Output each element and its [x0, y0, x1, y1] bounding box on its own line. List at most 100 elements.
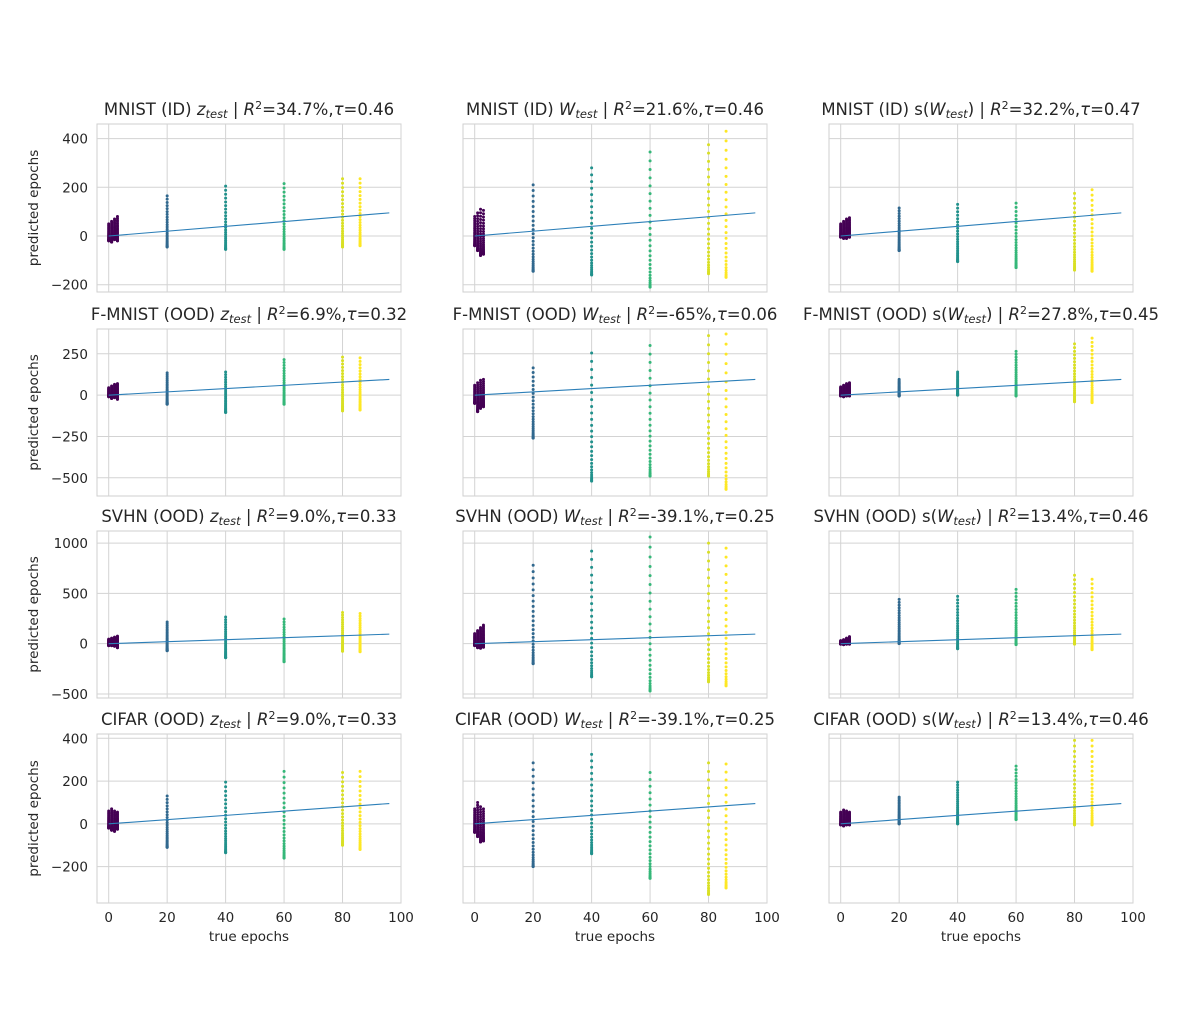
data-point — [590, 799, 594, 803]
data-point — [1090, 760, 1094, 764]
data-point — [1073, 253, 1077, 257]
data-point — [479, 626, 483, 630]
data-point — [1073, 800, 1077, 804]
plot-frame — [96, 328, 402, 497]
data-point — [724, 596, 728, 600]
data-point — [479, 813, 483, 817]
data-point — [648, 615, 652, 619]
data-point — [847, 810, 851, 814]
data-point — [956, 594, 960, 598]
data-point — [648, 376, 652, 380]
data-point — [707, 334, 711, 338]
data-point — [224, 785, 228, 789]
data-point — [897, 226, 901, 230]
data-point — [724, 198, 728, 202]
data-point — [224, 204, 228, 208]
data-point — [282, 617, 286, 621]
data-point — [358, 780, 362, 784]
data-point — [282, 190, 286, 194]
data-point — [531, 609, 535, 613]
data-point — [707, 151, 711, 155]
data-point — [724, 255, 728, 259]
data-point — [648, 199, 652, 203]
data-point — [481, 809, 485, 813]
data-point — [590, 390, 594, 394]
x-axis-label: true epochs — [209, 929, 289, 945]
data-point — [648, 564, 652, 568]
data-point — [1073, 369, 1077, 373]
data-point — [358, 820, 362, 824]
subplot-panel: 0 20 40 60 80 100 CIFAR (OOD) s(Wtest) | R2=13… — [813, 709, 1149, 926]
data-point — [1090, 809, 1094, 813]
data-point — [648, 545, 652, 549]
data-point — [282, 630, 286, 634]
y-tick-label: 200 — [62, 180, 88, 196]
data-point — [648, 452, 652, 456]
data-point — [724, 482, 728, 486]
fit-line — [474, 633, 756, 645]
data-point — [724, 611, 728, 615]
data-point — [707, 377, 711, 381]
data-point — [224, 382, 228, 386]
data-point — [648, 797, 652, 801]
data-point — [724, 820, 728, 824]
data-point — [845, 636, 849, 640]
data-point — [1014, 774, 1018, 778]
data-point — [476, 813, 480, 817]
data-point — [724, 657, 728, 661]
data-point — [358, 824, 362, 828]
data-point — [648, 273, 652, 277]
data-point — [358, 233, 362, 237]
data-point — [648, 642, 652, 646]
data-point — [724, 352, 728, 356]
data-point — [1014, 201, 1018, 205]
data-point — [476, 800, 480, 804]
data-point — [479, 810, 483, 814]
data-point — [1073, 353, 1077, 357]
data-point — [1014, 797, 1018, 801]
data-point — [476, 229, 480, 233]
data-point — [1073, 803, 1077, 807]
data-point — [648, 682, 652, 686]
data-point — [224, 823, 228, 827]
data-point — [648, 463, 652, 467]
data-point — [531, 635, 535, 639]
data-point — [707, 406, 711, 410]
data-point — [648, 270, 652, 274]
data-point — [473, 215, 477, 219]
data-point — [531, 844, 535, 848]
data-point — [648, 281, 652, 285]
data-point — [1014, 595, 1018, 599]
data-point — [282, 212, 286, 216]
data-point — [358, 806, 362, 810]
data-point — [341, 218, 345, 222]
data-point — [1014, 246, 1018, 250]
data-point — [165, 373, 169, 377]
data-point — [839, 222, 843, 226]
data-point — [479, 207, 483, 211]
data-point — [1090, 614, 1094, 618]
data-point — [282, 814, 286, 818]
x-tick-label: 20 — [891, 910, 908, 926]
subplot-panel: −200 0 200 400 MNIST (ID) ztest | R2=34.7%,τ… — [51, 99, 402, 294]
data-point — [358, 802, 362, 806]
data-point — [590, 829, 594, 833]
data-point — [282, 846, 286, 850]
data-point — [897, 219, 901, 223]
data-point — [224, 817, 228, 821]
data-point — [358, 356, 362, 360]
data-point — [115, 382, 119, 386]
data-point — [1073, 809, 1077, 813]
data-point — [707, 761, 711, 765]
data-point — [707, 661, 711, 665]
data-point — [1073, 349, 1077, 353]
data-point — [897, 377, 901, 381]
data-point — [707, 592, 711, 596]
data-point — [341, 618, 345, 622]
data-point — [590, 465, 594, 469]
data-point — [590, 440, 594, 444]
data-point — [531, 570, 535, 574]
data-point — [476, 815, 480, 819]
data-point — [1090, 383, 1094, 387]
y-tick-label: −200 — [51, 278, 88, 294]
